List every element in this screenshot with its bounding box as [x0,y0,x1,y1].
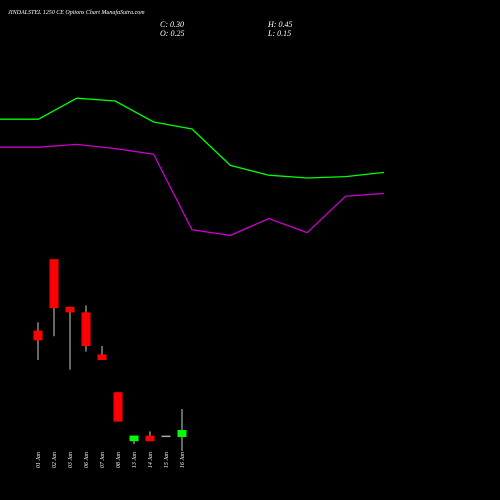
candle-body [81,312,91,346]
candle-body [145,435,155,442]
x-tick-label: 03 Jan [68,452,74,468]
info-open: O: 0.25 [160,29,184,38]
x-tick-label: 16 Jan [180,452,186,468]
candle-body [33,330,43,341]
candle-body [113,392,123,422]
candle-body [65,306,75,313]
x-tick-label: 06 Jan [84,452,90,468]
info-high: H: 0.45 [267,20,292,29]
x-tick-label: 14 Jan [147,452,154,468]
info-low: L: 0.15 [267,29,291,38]
indicator-line [0,97,385,179]
x-tick-label: 13 Jan [132,452,138,468]
candle-body [97,354,107,360]
x-tick-label: 15 Jan [164,452,170,468]
x-tick-label: 02 Jan [52,452,58,468]
chart-title: JINDALSTEL 1250 CE Options Chart MunafaS… [8,9,145,16]
candle-body [49,259,59,309]
x-tick-label: 07 Jan [100,452,106,468]
x-tick-label: 08 Jan [116,452,122,468]
info-close: C: 0.30 [160,20,184,29]
x-tick-label: 01 Jan [36,452,42,468]
indicator-line [0,143,385,237]
candle-body [129,435,139,442]
candle-body [161,435,171,438]
candle-body [177,430,187,437]
